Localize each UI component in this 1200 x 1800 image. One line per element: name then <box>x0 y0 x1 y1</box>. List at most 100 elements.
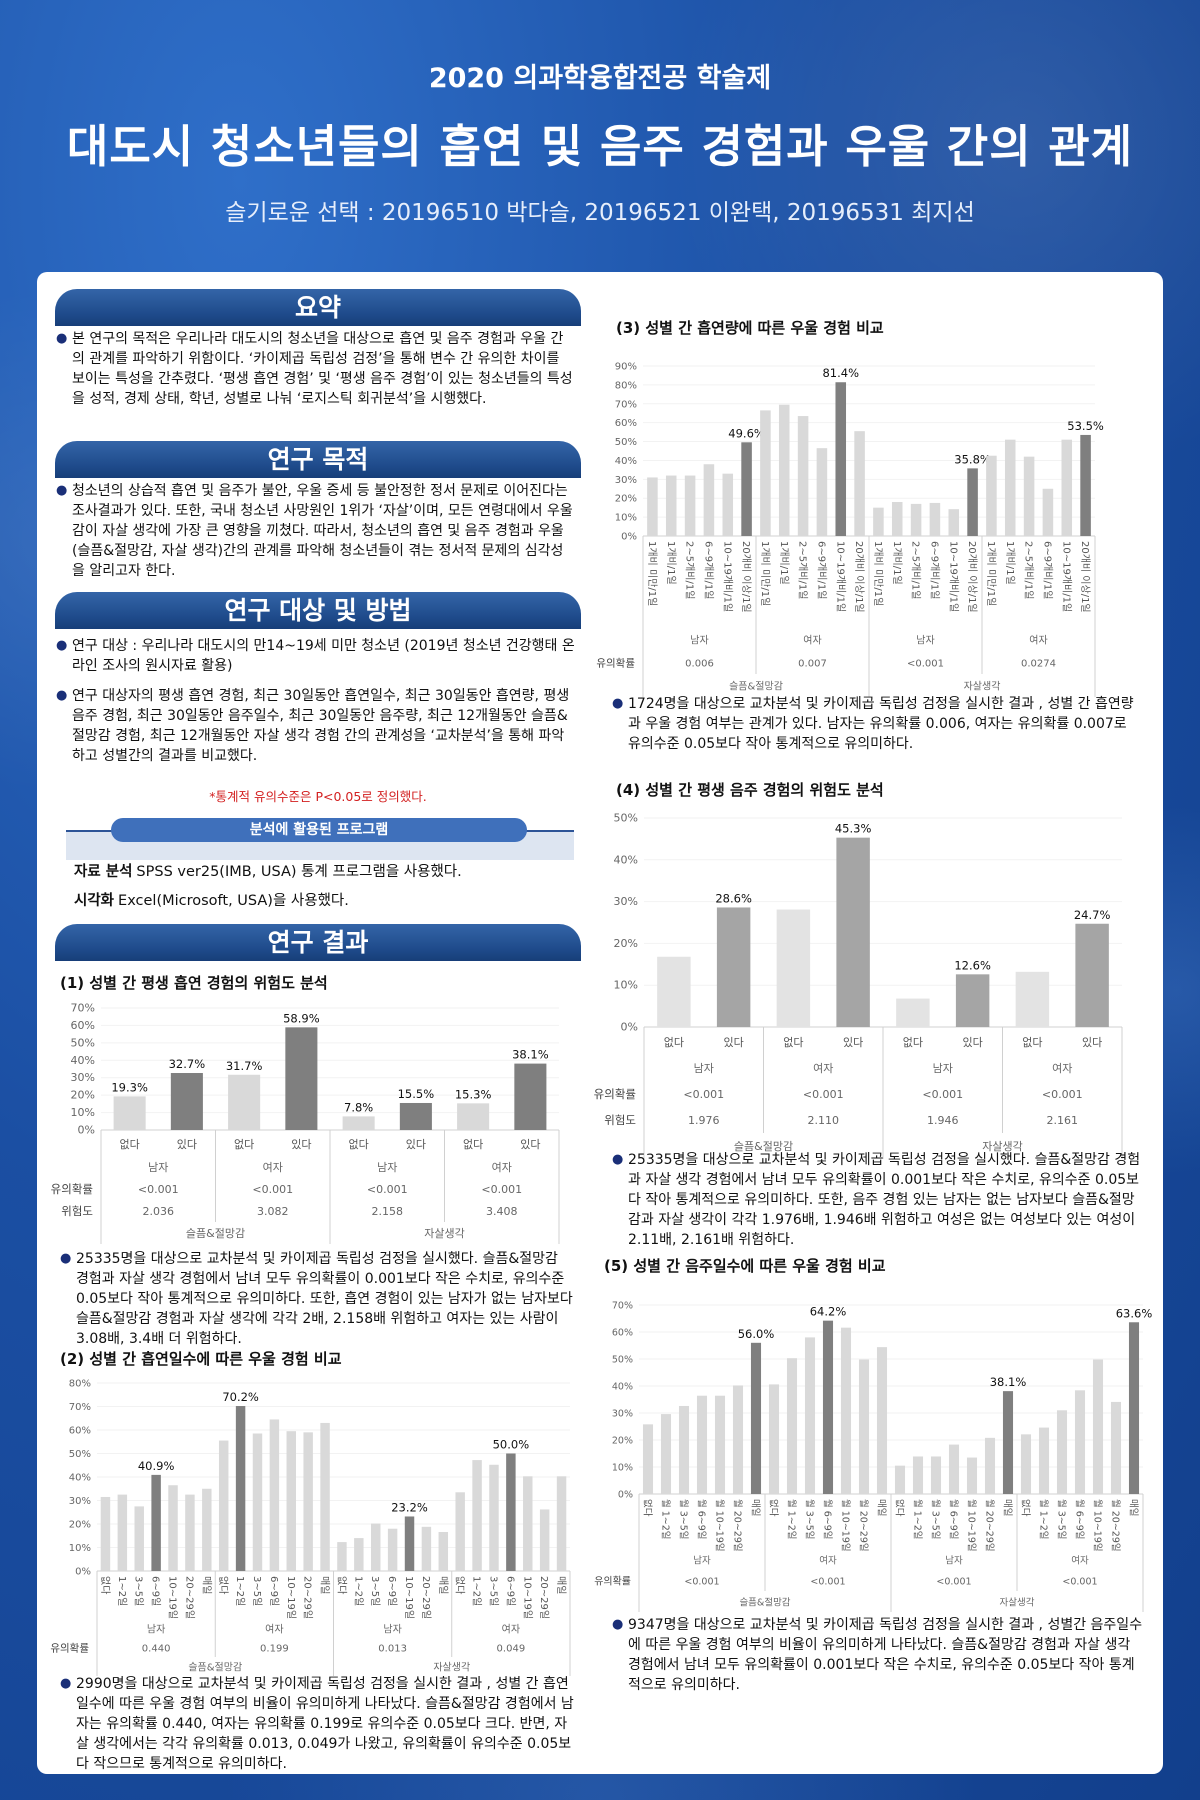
table-sex: 여자 <box>263 1161 283 1174</box>
bar <box>168 1485 178 1571</box>
y-tick-label: 60% <box>69 1426 91 1437</box>
y-tick-label: 30% <box>69 1496 91 1507</box>
bar <box>457 1103 490 1130</box>
methods-subject: 연구 대상 : 우리나라 대도시의 만14~19세 미만 청소년 (2019년 … <box>72 638 575 674</box>
x-tick-label: 있다 <box>843 1036 863 1049</box>
y-tick-label: 20% <box>69 1520 91 1531</box>
y-tick-label: 60% <box>71 1019 95 1032</box>
table-sex: 남자 <box>933 1062 953 1075</box>
table-significance: <0.001 <box>803 1088 844 1101</box>
bar <box>506 1453 516 1571</box>
x-tick-label: 월 20~29일 <box>858 1499 870 1552</box>
bar <box>891 502 903 536</box>
table-significance: <0.001 <box>367 1183 408 1196</box>
table-risk: 2.158 <box>372 1205 404 1218</box>
bar <box>722 473 734 536</box>
table-significance: 0.440 <box>142 1644 171 1655</box>
bar <box>876 1347 888 1494</box>
x-tick-label: 없다 <box>768 1499 780 1517</box>
bar <box>822 1320 834 1494</box>
x-tick-label: 없다 <box>99 1576 112 1594</box>
data-label: 23.2% <box>391 1500 428 1514</box>
x-tick-label: 월 6~9일 <box>1074 1499 1086 1540</box>
x-tick-label: 있다 <box>406 1138 426 1151</box>
bar <box>438 1531 449 1571</box>
data-label: 64.2% <box>810 1305 847 1319</box>
table-sex: 여자 <box>803 635 821 647</box>
y-tick-label: 40% <box>69 1473 91 1484</box>
bar <box>760 410 771 536</box>
bar <box>489 1464 499 1571</box>
data-label: 50.0% <box>493 1438 530 1452</box>
x-tick-label: 1개비 미만/1일 <box>646 541 658 606</box>
y-tick-label: 30% <box>612 1409 633 1420</box>
x-tick-label: 1개비 미만/1일 <box>759 541 771 606</box>
x-tick-label: 3~5일 <box>133 1576 145 1606</box>
bullet-icon: ● <box>56 483 68 498</box>
x-tick-label: 없다 <box>664 1036 684 1049</box>
bar <box>714 1395 726 1494</box>
data-label: 53.5% <box>1067 419 1104 433</box>
bar <box>1023 456 1035 536</box>
bar <box>678 1405 690 1494</box>
table-significance: <0.001 <box>252 1183 293 1196</box>
bar <box>1075 923 1109 1027</box>
table-sex: 여자 <box>1029 635 1047 647</box>
x-tick-label: 월 10~19일 <box>1092 1499 1104 1552</box>
bar <box>836 837 870 1027</box>
bar <box>896 998 930 1027</box>
bar <box>910 503 922 536</box>
x-tick-label: 월 1~2일 <box>786 1499 798 1540</box>
y-tick-label: 50% <box>69 1449 91 1460</box>
table-category: 슬픔&절망감 <box>739 1597 790 1609</box>
bar <box>1061 439 1073 536</box>
y-tick-label: 50% <box>615 437 637 448</box>
bar <box>1004 439 1016 536</box>
x-tick-label: 없다 <box>335 1576 348 1594</box>
data-label: 81.4% <box>822 366 859 380</box>
data-label: 24.7% <box>1074 908 1111 922</box>
x-tick-label: 3~5일 <box>369 1576 381 1606</box>
y-tick-label: 40% <box>612 1382 633 1393</box>
table-sex: 여자 <box>502 1624 520 1636</box>
x-tick-label: 월 3~5일 <box>678 1499 690 1540</box>
table-significance: <0.001 <box>1062 1577 1097 1588</box>
x-tick-label: 없다 <box>120 1138 140 1151</box>
y-tick-label: 80% <box>69 1379 91 1390</box>
y-tick-label: 70% <box>71 1002 95 1015</box>
x-tick-label: 월 3~5일 <box>930 1499 942 1540</box>
table-significance: 0.007 <box>798 659 827 670</box>
x-tick-label: 2~5개비/1일 <box>1023 541 1035 599</box>
data-label: 58.9% <box>283 1011 320 1025</box>
chart-3-desc-text: 1724명을 대상으로 교차분석 및 카이제곱 독립성 검정을 실시한 결과 ,… <box>628 696 1134 752</box>
bar <box>657 956 691 1027</box>
bar <box>286 1431 296 1571</box>
table-sex: 여자 <box>1052 1062 1072 1075</box>
bar <box>1092 1359 1104 1494</box>
y-tick-label: 10% <box>614 979 638 992</box>
bar <box>768 1384 780 1494</box>
x-tick-label: 20~29일 <box>183 1576 195 1619</box>
data-label: 56.0% <box>738 1327 775 1341</box>
bar <box>539 1509 550 1571</box>
poster-title: 대도시 청소년들의 흡연 및 음주 경험과 우울 간의 관계 <box>66 120 1134 173</box>
program-title: 분석에 활용된 프로그램 <box>111 818 527 842</box>
bar <box>696 1395 708 1494</box>
y-tick-label: 0% <box>621 532 637 543</box>
bar <box>1128 1322 1140 1494</box>
chart-4-desc-text: 25335명을 대상으로 교차분석 및 카이제곱 독립성 검정을 실시했다. 슬… <box>628 1152 1141 1248</box>
x-tick-label: 있다 <box>520 1138 540 1151</box>
y-tick-label: 20% <box>612 1436 633 1447</box>
table-sex: 여자 <box>813 1062 833 1075</box>
x-tick-label: 없다 <box>903 1036 923 1049</box>
bar <box>776 909 811 1027</box>
bar <box>1080 434 1091 536</box>
bar <box>955 974 990 1027</box>
chart-3-smoking-amount: 0% 10% 20% 30% 40% 50% 60% 70% 80% 90% 1개비 미만/1일 1개… <box>596 362 1104 697</box>
table-significance: <0.001 <box>810 1577 845 1588</box>
bar <box>647 477 658 536</box>
x-tick-label: 없다 <box>454 1576 467 1594</box>
row-label: 위험도 <box>61 1204 93 1218</box>
x-tick-label: 1개비/1일 <box>891 541 903 585</box>
bar <box>320 1422 330 1571</box>
